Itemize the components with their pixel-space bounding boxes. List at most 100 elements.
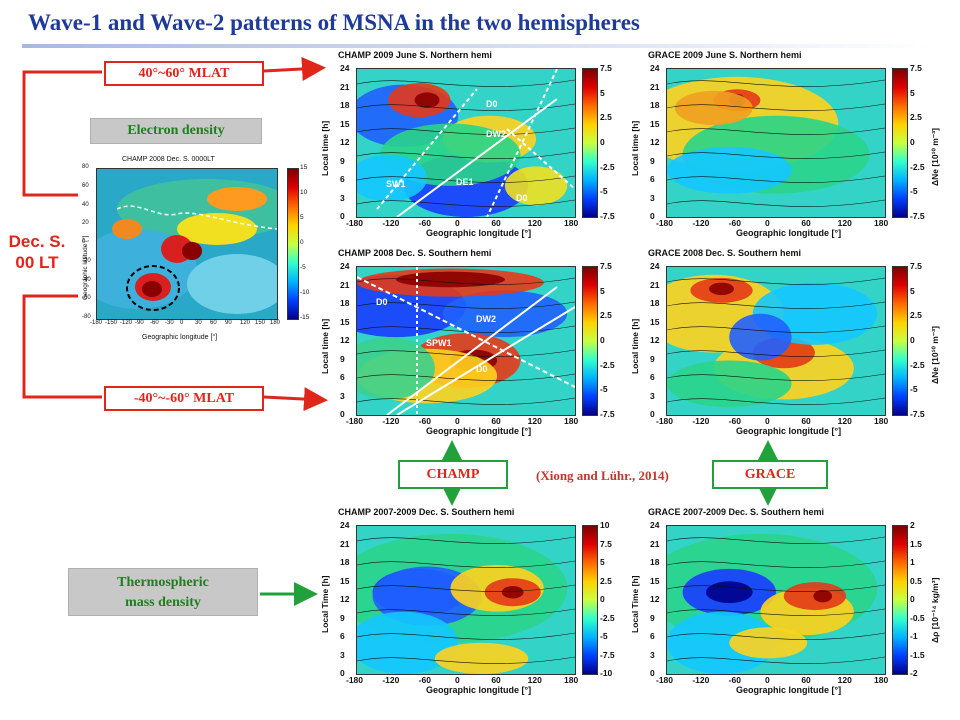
y-tick: 18 <box>340 100 350 110</box>
y-tick: 6 <box>340 372 345 382</box>
y-tick: 15 <box>650 316 660 327</box>
x-tick: -60 <box>728 218 741 228</box>
colorbar-tick: 5 <box>910 285 915 296</box>
y-tick: 12 <box>650 335 660 345</box>
y-tick: 21 <box>650 538 660 549</box>
y-tick: 15 <box>340 118 350 129</box>
x-tick: -60 <box>418 218 431 228</box>
y-tick: 18 <box>340 298 350 308</box>
x-tick: -120 <box>692 675 710 685</box>
y-tick: 21 <box>650 279 660 290</box>
map-y-label: Geographic latitude [°] <box>82 235 89 300</box>
colorbar-tick: 2.5 <box>600 575 612 586</box>
mlat-north-label: 40°~60° MLAT <box>104 61 264 86</box>
colorbar <box>892 525 908 675</box>
colorbar-tick: 0 <box>600 335 605 345</box>
y-axis-label: Local time [h] <box>630 120 640 176</box>
colorbar-tick: 0 <box>910 137 915 147</box>
map-y-tick: 80 <box>82 164 89 170</box>
map-x-tick: 0 <box>180 320 184 326</box>
mlat-south-label: -40°~-60° MLAT <box>104 386 264 411</box>
colorbar-tick: 0 <box>910 594 915 604</box>
colorbar-tick: 5 <box>600 87 605 98</box>
y-tick: 3 <box>650 192 655 203</box>
x-tick: -120 <box>692 416 710 426</box>
y-tick: 9 <box>340 612 345 623</box>
map-colorbar-tick: 10 <box>300 189 308 196</box>
colorbar <box>892 68 908 218</box>
x-tick: -180 <box>346 416 364 426</box>
x-tick: 180 <box>564 416 579 426</box>
colorbar-tick: 2.5 <box>910 112 922 123</box>
x-tick: -180 <box>656 675 674 685</box>
x-axis-label: Geographic longitude [°] <box>426 426 532 436</box>
map-colorbar-tick: 5 <box>300 214 304 221</box>
map-colorbar-tick: 15 <box>300 164 308 171</box>
contour-plot <box>356 525 576 675</box>
colorbar-tick: 5 <box>600 557 605 567</box>
colorbar-tick: -5 <box>600 384 608 395</box>
panel-champ-dec-south: CHAMP 2008 Dec. S. Southern hemi D0 SPW1 DW… <box>318 246 618 446</box>
y-tick: 15 <box>340 316 350 327</box>
thermospheric-density-label: Thermospheric mass density <box>68 568 258 616</box>
x-tick: 60 <box>801 218 811 228</box>
colorbar-tick: -2.5 <box>600 359 615 370</box>
dec-season-text: Dec. S. <box>8 232 66 251</box>
x-tick: 180 <box>874 675 889 685</box>
map-colorbar-tick: -15 <box>300 314 310 321</box>
colorbar-tick: 2.5 <box>600 310 612 321</box>
colorbar-unit: Δρ [10⁻¹⁴ kg/m³] <box>930 577 940 643</box>
wave-label: DW2 <box>476 314 496 325</box>
x-axis-label: Geographic longitude [°] <box>736 228 842 238</box>
map-x-tick: -180 <box>90 320 103 326</box>
grace-label: GRACE <box>712 460 828 489</box>
panel-title: GRACE 2007-2009 Dec. S. Southern hemi <box>648 507 825 517</box>
colorbar-tick: -5 <box>910 384 918 395</box>
colorbar-tick: -5 <box>910 186 918 197</box>
x-axis-label: Geographic longitude [°] <box>426 685 532 695</box>
colorbar-tick: -2.5 <box>600 161 615 172</box>
y-tick: 3 <box>340 192 345 203</box>
map-x-tick: -150 <box>105 320 118 326</box>
colorbar-tick: 2.5 <box>600 112 612 123</box>
y-tick: 3 <box>650 390 655 401</box>
colorbar <box>582 266 598 416</box>
map-x-tick: 30 <box>195 320 202 326</box>
x-tick: 120 <box>837 416 852 426</box>
y-tick: 9 <box>340 155 345 166</box>
champ-label: CHAMP <box>398 460 508 489</box>
x-tick: -60 <box>728 675 741 685</box>
x-tick: 60 <box>491 218 501 228</box>
wave-label: D0 <box>376 297 388 308</box>
y-tick: 12 <box>650 594 660 604</box>
y-tick: 6 <box>650 631 655 641</box>
map-x-tick: -90 <box>135 320 144 326</box>
x-tick: 120 <box>837 675 852 685</box>
y-tick: 21 <box>340 279 350 290</box>
map-x-label: Geographic longitude [°] <box>142 334 218 341</box>
colorbar-tick: 0 <box>910 335 915 345</box>
y-tick: 0 <box>340 409 345 419</box>
x-tick: -180 <box>346 675 364 685</box>
y-tick: 6 <box>650 372 655 382</box>
colorbar-tick: 5 <box>600 285 605 296</box>
y-tick: 9 <box>650 353 655 364</box>
y-tick: 15 <box>650 118 660 129</box>
y-tick: 6 <box>650 174 655 184</box>
wave-label: D0 <box>476 364 488 375</box>
y-axis-label: Local time [h] <box>320 120 330 176</box>
map-colorbar <box>287 168 299 320</box>
x-axis-label: Geographic longitude [°] <box>426 228 532 238</box>
x-tick: -60 <box>418 675 431 685</box>
y-tick: 21 <box>340 538 350 549</box>
y-tick: 3 <box>340 649 345 660</box>
map-colorbar-tick: 0 <box>300 239 304 246</box>
y-tick: 9 <box>650 155 655 166</box>
x-tick: -120 <box>692 218 710 228</box>
colorbar-tick: -2.5 <box>600 612 615 623</box>
x-tick: 60 <box>491 675 501 685</box>
y-tick: 18 <box>340 557 350 567</box>
panel-grace-dec-south-density: GRACE 2007-2009 Dec. S. Southern hemi 2 1.… <box>628 505 948 715</box>
colorbar-tick: 7.5 <box>600 538 612 549</box>
y-tick: 12 <box>340 594 350 604</box>
